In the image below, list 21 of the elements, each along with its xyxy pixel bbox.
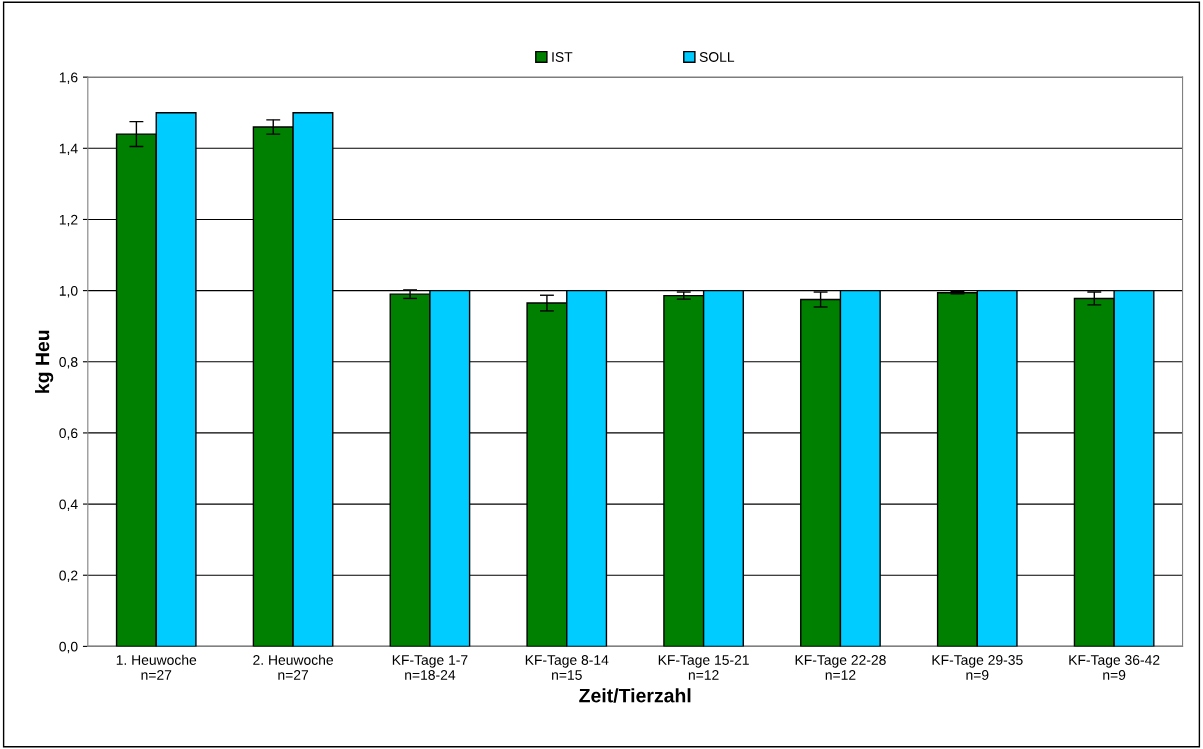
x-tick-label: KF-Tage 36-42 n=9 <box>1069 655 1160 680</box>
y-tick-label: 1,2 <box>59 214 78 227</box>
x-axis-title: Zeit/Tierzahl <box>579 688 691 703</box>
legend-label: IST <box>552 52 573 62</box>
x-tick-label: KF-Tage 22-28 n=12 <box>795 655 886 680</box>
x-tick-label: KF-Tage 29-35 n=9 <box>932 655 1023 680</box>
x-tick-label: KF-Tage 1-7 n=18-24 <box>392 655 468 680</box>
y-axis-title: kg Heu <box>35 330 54 393</box>
legend-label: SOLL <box>699 52 735 62</box>
y-tick-label: 0,8 <box>59 357 78 369</box>
y-tick-label: 0,0 <box>59 641 78 654</box>
x-tick-label: 1. Heuwoche n=27 <box>116 654 197 680</box>
y-tick-label: 1,6 <box>59 72 78 84</box>
y-tick-label: 0,2 <box>59 570 78 583</box>
y-tick-label: 1,4 <box>59 143 78 156</box>
x-tick-label: KF-Tage 8-14 n=15 <box>525 655 609 680</box>
x-tick-label: 2. Heuwoche n=27 <box>253 654 333 680</box>
x-tick-label: KF-Tage 15-21 n=12 <box>658 655 749 680</box>
y-tick-label: 0,4 <box>59 499 78 511</box>
y-tick-label: 1,0 <box>59 285 78 298</box>
y-tick-label: 0,6 <box>59 428 78 440</box>
